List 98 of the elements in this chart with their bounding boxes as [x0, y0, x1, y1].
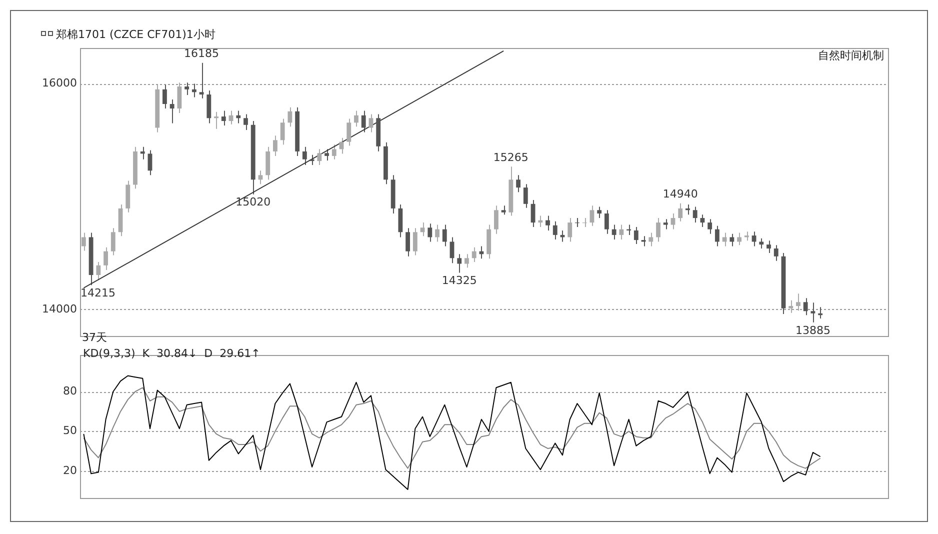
candlestick [435, 224, 440, 242]
candlestick [266, 146, 270, 180]
candlestick [656, 218, 660, 242]
candlestick [428, 223, 432, 242]
candlestick [818, 306, 823, 319]
candlestick [619, 224, 624, 240]
candlestick [317, 148, 322, 166]
candlestick [302, 146, 307, 166]
candlestick [670, 213, 676, 230]
candlestick [590, 205, 594, 226]
candlestick [184, 82, 190, 96]
candlestick [412, 228, 418, 256]
candlestick [398, 204, 403, 238]
candlestick [708, 218, 712, 234]
candlestick [546, 215, 550, 231]
annotation: 16185 [184, 47, 220, 60]
candlestick [442, 224, 447, 247]
candlestick [118, 204, 123, 237]
annotation: 15265 [493, 151, 528, 164]
annotation: 37天 [82, 330, 107, 345]
candlestick [744, 231, 749, 242]
annotation: 14325 [442, 274, 477, 288]
candlestick [766, 240, 771, 254]
candlestick [582, 218, 587, 228]
candlestick [494, 205, 498, 234]
candlestick [626, 224, 631, 236]
candlestick [280, 118, 285, 146]
candlestick [126, 180, 130, 213]
annotation: 13885 [795, 324, 830, 337]
candlestick [803, 298, 808, 316]
candlestick [361, 110, 366, 133]
candlestick [796, 293, 800, 312]
y-tick-label: 80 [63, 384, 77, 398]
candlestick [538, 215, 543, 228]
candlestick [722, 232, 727, 247]
annotation: 15020 [236, 196, 271, 209]
candlestick [604, 210, 609, 234]
candlestick [177, 82, 182, 114]
candlestick [236, 110, 241, 124]
y-tick-label: 14000 [42, 302, 77, 316]
candlestick [450, 236, 454, 264]
candlestick [472, 246, 476, 263]
candlestick [730, 233, 734, 247]
candlestick [759, 238, 764, 249]
candlestick [170, 99, 174, 124]
candlestick [663, 218, 668, 230]
candlestick [612, 224, 616, 240]
candlestick [634, 226, 638, 244]
candlestick [575, 218, 580, 228]
candlestick [354, 110, 358, 128]
candlestick [501, 205, 506, 216]
candlestick [110, 228, 116, 256]
candlestick [148, 150, 152, 176]
candlestick [457, 254, 462, 274]
candlestick [530, 199, 536, 228]
candlestick [648, 232, 654, 247]
candlestick [568, 218, 572, 242]
candlestick [406, 228, 410, 257]
chart-title: 郑棉1701 (CZCE CF701)1小时 [56, 27, 216, 42]
candlestick [420, 222, 425, 237]
chart-title: KD(9,3,3) K 30.84↓ D 29.61↑ [83, 347, 260, 360]
candlestick [96, 262, 101, 281]
annotation: 14215 [80, 286, 116, 300]
candlestick [288, 106, 292, 128]
candlestick [692, 206, 698, 224]
candlestick [199, 62, 204, 99]
candlestick [244, 114, 248, 130]
candlestick [810, 302, 816, 323]
y-tick-label: 50 [63, 424, 77, 438]
candlestick [273, 135, 278, 156]
candlestick [737, 232, 742, 246]
candlestick [221, 110, 226, 126]
candlestick [162, 84, 167, 110]
candlestick [700, 214, 705, 228]
annotation: 14940 [662, 188, 698, 201]
candlestick [258, 170, 263, 185]
candlestick [464, 254, 469, 268]
candlestick [332, 144, 336, 160]
candlestick [214, 111, 218, 130]
candlestick [523, 184, 528, 208]
candlestick [597, 206, 602, 219]
candlestick [206, 90, 212, 124]
y-tick-label: 20 [63, 464, 77, 477]
candlestick [346, 118, 352, 146]
candlestick [81, 232, 86, 252]
candlestick [324, 148, 329, 161]
candlestick [774, 244, 778, 262]
candlestick [678, 202, 683, 222]
candlestick [104, 246, 108, 270]
candlestick [516, 174, 521, 193]
annotation: 自然时间机制 [818, 48, 884, 63]
y-tick-label: 16000 [42, 76, 77, 90]
candlestick [552, 220, 558, 240]
candlestick [192, 83, 196, 98]
candlestick [788, 300, 794, 314]
candlestick [140, 146, 145, 160]
candlestick [686, 204, 690, 216]
candlestick [714, 225, 720, 247]
